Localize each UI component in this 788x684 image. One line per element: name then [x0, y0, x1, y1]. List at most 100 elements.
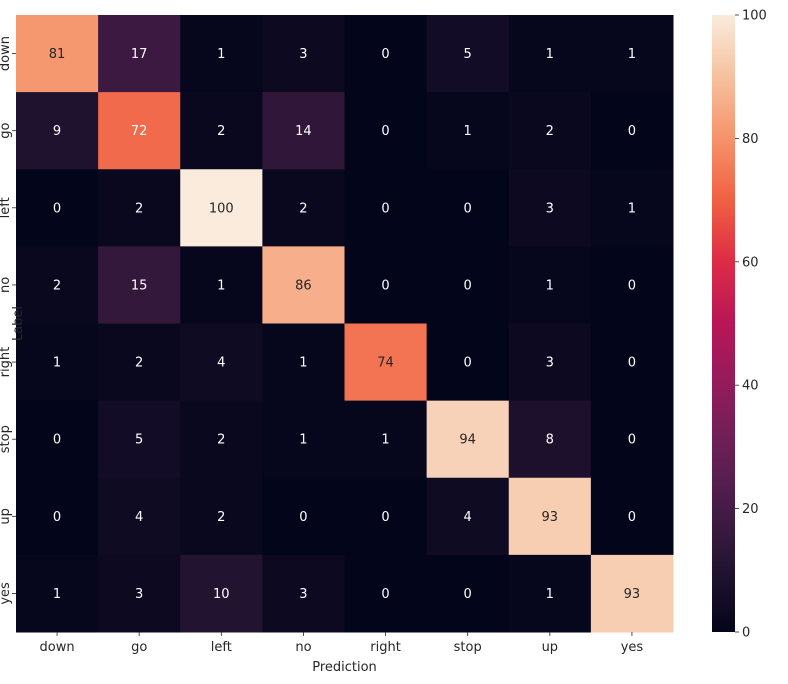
cell-value-label: 2: [53, 278, 61, 293]
cell-value-label: 5: [135, 433, 143, 448]
heatmap-cell: [508, 169, 592, 247]
heatmap-cell: [590, 323, 674, 402]
colorbar-tick-label: 80: [742, 132, 759, 147]
cell-value-label: 0: [628, 356, 636, 371]
heatmap-cell: [426, 15, 510, 93]
y-tick-label: stop: [0, 425, 13, 453]
cell-value-label: 0: [464, 201, 472, 216]
heatmap-cell: [262, 554, 345, 633]
heatmap-cell: [508, 400, 592, 479]
heatmap-cell: [180, 323, 263, 402]
cell-value-label: 94: [459, 433, 476, 448]
y-tick-label: no: [0, 277, 13, 293]
colorbar-tick-label: 60: [742, 255, 759, 270]
heatmap-cell: [508, 15, 592, 93]
y-axis-label: Label: [11, 306, 26, 341]
cell-value-label: 4: [135, 510, 143, 525]
heatmap-cell: [590, 169, 674, 247]
x-tick-label: left: [211, 640, 232, 655]
cell-value-label: 100: [209, 201, 234, 216]
x-axis-label: Prediction: [312, 660, 377, 675]
heatmap-cell: [344, 92, 428, 170]
cell-value-label: 0: [628, 433, 636, 448]
heatmap-cell: [426, 323, 510, 402]
heatmap-cell: [426, 92, 510, 170]
cell-value-label: 0: [299, 510, 307, 525]
cell-value-label: 0: [381, 201, 389, 216]
cell-value-label: 2: [217, 433, 225, 448]
heatmap-cell: [508, 92, 592, 170]
cell-value-label: 3: [299, 587, 307, 602]
heatmap-cell: [508, 323, 592, 402]
heatmap-cell: [262, 92, 345, 170]
x-tick-label: right: [370, 640, 401, 655]
heatmap-cell: [98, 323, 181, 402]
heatmap-cell: [98, 92, 181, 170]
cell-value-label: 0: [464, 278, 472, 293]
cell-value-label: 0: [381, 587, 389, 602]
x-tick-label: stop: [454, 640, 482, 655]
cell-value-label: 2: [135, 201, 143, 216]
x-tick-label: yes: [621, 640, 644, 655]
x-tick-label: no: [295, 640, 311, 655]
heatmap-cell: [426, 477, 510, 556]
cell-value-label: 0: [53, 201, 61, 216]
cell-value-label: 1: [546, 278, 554, 293]
cell-value-label: 0: [464, 587, 472, 602]
cell-value-label: 1: [299, 433, 307, 448]
heatmap-cell: [590, 554, 674, 633]
cell-value-label: 1: [546, 47, 554, 62]
heatmap-cell: [344, 169, 428, 247]
cell-value-label: 0: [381, 47, 389, 62]
cell-value-label: 0: [53, 433, 61, 448]
heatmap-cell: [344, 400, 428, 479]
heatmap-cell: [344, 554, 428, 633]
cell-value-label: 3: [546, 201, 554, 216]
cell-value-label: 4: [217, 356, 225, 371]
heatmap-cell: [590, 400, 674, 479]
heatmap-cell: [508, 554, 592, 633]
cell-value-label: 1: [381, 433, 389, 448]
heatmap-cell: [98, 246, 181, 324]
cell-value-label: 0: [628, 124, 636, 139]
heatmap-cell: [344, 246, 428, 324]
cell-value-label: 1: [628, 47, 636, 62]
heatmap-cell: [508, 477, 592, 556]
heatmap-cell: [180, 92, 263, 170]
colorbar: [712, 15, 735, 632]
heatmap-cell: [426, 400, 510, 479]
heatmap-cell: [508, 246, 592, 324]
heatmap-cell: [590, 92, 674, 170]
cell-value-label: 1: [217, 47, 225, 62]
heatmap-cell: [16, 169, 99, 247]
heatmap-cell: [180, 15, 263, 93]
cell-value-label: 3: [135, 587, 143, 602]
cell-value-label: 1: [53, 356, 61, 371]
heatmap-cell: [16, 15, 99, 93]
heatmap-cell: [262, 246, 345, 324]
cell-value-label: 1: [546, 587, 554, 602]
heatmap-cell: [98, 15, 181, 93]
heatmap-cell: [180, 169, 263, 247]
colorbar-tick-label: 40: [742, 379, 759, 394]
x-tick-label: down: [40, 640, 75, 655]
cell-value-label: 1: [299, 356, 307, 371]
y-tick-label: yes: [0, 582, 13, 605]
colorbar-tick-label: 0: [742, 626, 750, 641]
heatmap-cell: [98, 400, 181, 479]
heatmap-cell: [344, 477, 428, 556]
cell-value-label: 93: [624, 587, 641, 602]
heatmap-cell: [16, 323, 99, 402]
cell-value-label: 74: [377, 356, 394, 371]
y-tick-label: up: [0, 508, 13, 525]
heatmap-cell: [16, 246, 99, 324]
cell-value-label: 2: [299, 201, 307, 216]
cell-value-label: 15: [131, 278, 148, 293]
heatmap-cell: [426, 554, 510, 633]
cell-value-label: 0: [464, 356, 472, 371]
y-tick-label: right: [0, 347, 13, 378]
heatmap-cell: [262, 323, 345, 402]
cell-value-label: 2: [217, 124, 225, 139]
cell-value-label: 93: [542, 510, 559, 525]
cell-value-label: 1: [628, 201, 636, 216]
